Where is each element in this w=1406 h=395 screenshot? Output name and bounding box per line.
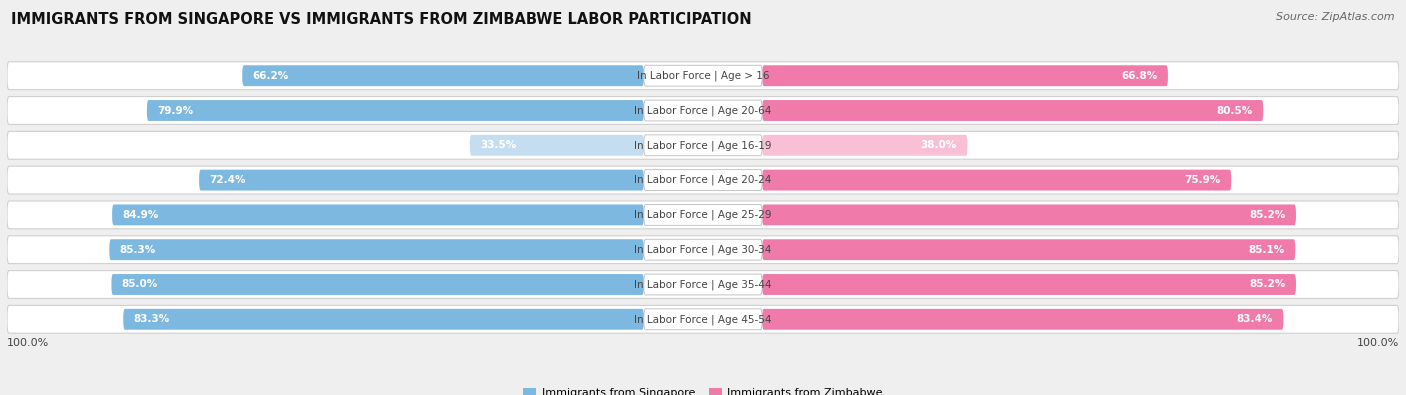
FancyBboxPatch shape [762, 170, 1232, 190]
FancyBboxPatch shape [762, 100, 1263, 121]
Text: 79.9%: 79.9% [157, 105, 194, 115]
Text: 84.9%: 84.9% [122, 210, 159, 220]
FancyBboxPatch shape [762, 135, 967, 156]
Text: Source: ZipAtlas.com: Source: ZipAtlas.com [1277, 12, 1395, 22]
Text: IMMIGRANTS FROM SINGAPORE VS IMMIGRANTS FROM ZIMBABWE LABOR PARTICIPATION: IMMIGRANTS FROM SINGAPORE VS IMMIGRANTS … [11, 12, 752, 27]
FancyBboxPatch shape [762, 65, 1168, 86]
Text: 38.0%: 38.0% [921, 140, 957, 150]
FancyBboxPatch shape [111, 274, 644, 295]
FancyBboxPatch shape [644, 170, 762, 190]
FancyBboxPatch shape [112, 205, 644, 225]
Legend: Immigrants from Singapore, Immigrants from Zimbabwe: Immigrants from Singapore, Immigrants fr… [519, 383, 887, 395]
Text: In Labor Force | Age 20-24: In Labor Force | Age 20-24 [634, 175, 772, 185]
FancyBboxPatch shape [7, 132, 1399, 159]
FancyBboxPatch shape [124, 309, 644, 330]
Text: 85.3%: 85.3% [120, 245, 156, 255]
FancyBboxPatch shape [644, 65, 762, 86]
FancyBboxPatch shape [7, 97, 1399, 124]
FancyBboxPatch shape [644, 205, 762, 225]
FancyBboxPatch shape [644, 239, 762, 260]
FancyBboxPatch shape [762, 274, 1296, 295]
Text: In Labor Force | Age 16-19: In Labor Force | Age 16-19 [634, 140, 772, 150]
FancyBboxPatch shape [7, 166, 1399, 194]
Text: In Labor Force | Age > 16: In Labor Force | Age > 16 [637, 70, 769, 81]
FancyBboxPatch shape [470, 135, 644, 156]
Text: In Labor Force | Age 20-64: In Labor Force | Age 20-64 [634, 105, 772, 116]
Text: 66.2%: 66.2% [253, 71, 290, 81]
Text: In Labor Force | Age 25-29: In Labor Force | Age 25-29 [634, 210, 772, 220]
Text: 85.2%: 85.2% [1250, 280, 1285, 290]
FancyBboxPatch shape [762, 309, 1284, 330]
Text: 66.8%: 66.8% [1121, 71, 1157, 81]
FancyBboxPatch shape [110, 239, 644, 260]
FancyBboxPatch shape [762, 239, 1295, 260]
FancyBboxPatch shape [7, 305, 1399, 333]
Text: 33.5%: 33.5% [481, 140, 516, 150]
FancyBboxPatch shape [7, 271, 1399, 298]
FancyBboxPatch shape [644, 274, 762, 295]
FancyBboxPatch shape [762, 205, 1296, 225]
Text: 83.3%: 83.3% [134, 314, 170, 324]
Text: 83.4%: 83.4% [1237, 314, 1272, 324]
Text: 100.0%: 100.0% [1357, 339, 1399, 348]
FancyBboxPatch shape [7, 201, 1399, 229]
Text: 85.2%: 85.2% [1250, 210, 1285, 220]
FancyBboxPatch shape [7, 62, 1399, 90]
Text: In Labor Force | Age 30-34: In Labor Force | Age 30-34 [634, 245, 772, 255]
Text: 85.0%: 85.0% [122, 280, 157, 290]
FancyBboxPatch shape [644, 135, 762, 156]
Text: 75.9%: 75.9% [1184, 175, 1220, 185]
FancyBboxPatch shape [242, 65, 644, 86]
FancyBboxPatch shape [7, 236, 1399, 263]
Text: 80.5%: 80.5% [1216, 105, 1253, 115]
Text: In Labor Force | Age 35-44: In Labor Force | Age 35-44 [634, 279, 772, 290]
FancyBboxPatch shape [644, 309, 762, 330]
FancyBboxPatch shape [644, 100, 762, 121]
FancyBboxPatch shape [200, 170, 644, 190]
FancyBboxPatch shape [146, 100, 644, 121]
Text: 72.4%: 72.4% [209, 175, 246, 185]
Text: 85.1%: 85.1% [1249, 245, 1285, 255]
Text: 100.0%: 100.0% [7, 339, 49, 348]
Text: In Labor Force | Age 45-54: In Labor Force | Age 45-54 [634, 314, 772, 325]
